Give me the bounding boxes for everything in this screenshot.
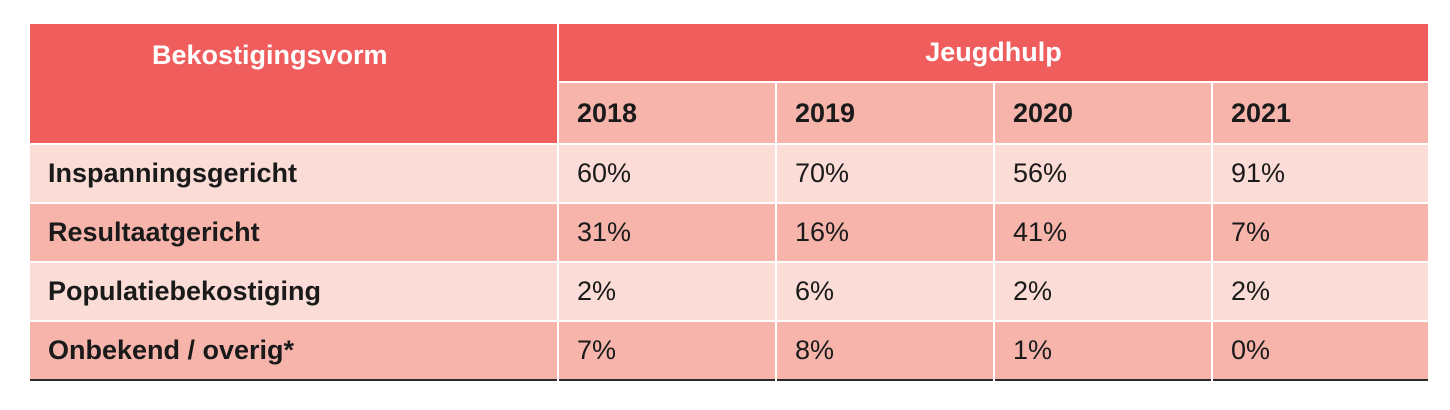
table-row: Populatiebekostiging 2% 6% 2% 2% xyxy=(30,261,1428,321)
year-header-2020: 2020 xyxy=(994,81,1213,144)
year-header-2019: 2019 xyxy=(776,81,995,144)
row-label: Onbekend / overig* xyxy=(30,320,559,380)
table-cell: 0% xyxy=(1212,320,1428,380)
table-cell: 2% xyxy=(558,261,777,321)
year-header-2021: 2021 xyxy=(1212,81,1428,144)
table-row: Inspanningsgericht 60% 70% 56% 91% xyxy=(30,143,1428,203)
table-row: Resultaatgericht 31% 16% 41% 7% xyxy=(30,202,1428,262)
table-cell: 6% xyxy=(776,261,995,321)
row-label: Inspanningsgericht xyxy=(30,143,559,203)
table-cell: 8% xyxy=(776,320,995,380)
table-cell: 1% xyxy=(994,320,1213,380)
table-cell: 91% xyxy=(1212,143,1428,203)
header-row-years: 2018 2019 2020 2021 xyxy=(30,81,1428,144)
table-cell: 60% xyxy=(558,143,777,203)
table-cell: 7% xyxy=(1212,202,1428,262)
table-cell: 16% xyxy=(776,202,995,262)
year-header-2018: 2018 xyxy=(558,81,777,144)
column-group-header-jeugdhulp: Jeugdhulp xyxy=(558,24,1428,82)
table-cell: 2% xyxy=(1212,261,1428,321)
table-cell: 31% xyxy=(558,202,777,262)
table-cell: 41% xyxy=(994,202,1213,262)
funding-table: Bekostigingsvorm Jeugdhulp 2018 2019 202… xyxy=(30,24,1428,381)
header-row-main: Bekostigingsvorm Jeugdhulp xyxy=(30,24,1428,144)
column-header-bekostigingsvorm: Bekostigingsvorm xyxy=(30,24,559,144)
row-label: Populatiebekostiging xyxy=(30,261,559,321)
row-label: Resultaatgericht xyxy=(30,202,559,262)
table-cell: 7% xyxy=(558,320,777,380)
table-cell: 70% xyxy=(776,143,995,203)
table-cell: 56% xyxy=(994,143,1213,203)
table-cell: 2% xyxy=(994,261,1213,321)
table-row: Onbekend / overig* 7% 8% 1% 0% xyxy=(30,320,1428,380)
